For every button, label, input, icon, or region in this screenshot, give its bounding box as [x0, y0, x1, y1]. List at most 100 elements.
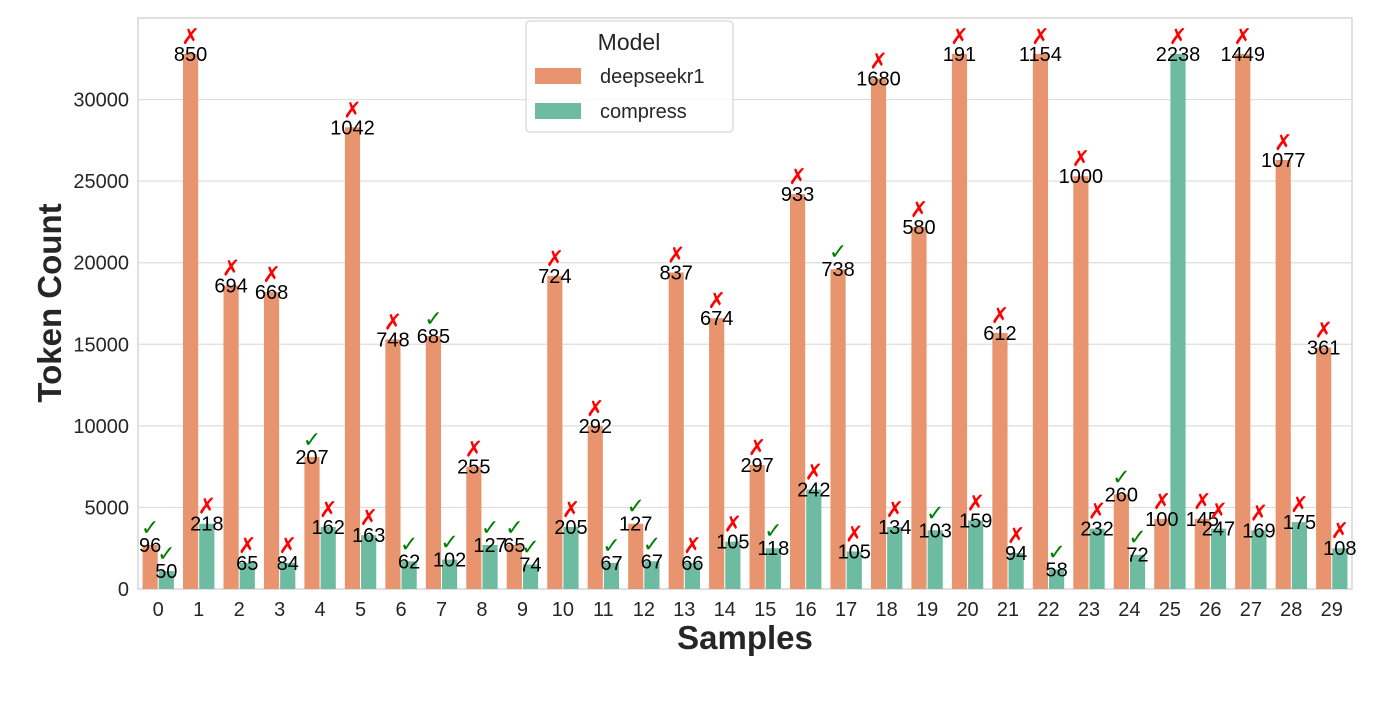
check-mark-compress-11: ✓	[602, 534, 620, 559]
data-label-compress-18: 134	[878, 517, 911, 539]
data-label-compress-15: 118	[757, 538, 789, 560]
legend-swatch-compress	[535, 103, 581, 119]
legend: Model deepseekr1 compress	[525, 20, 734, 133]
data-label-deepseekr1-16: 933	[781, 184, 814, 206]
x-tick-label: 21	[997, 599, 1019, 621]
cross-mark-compress-16: ✗	[805, 460, 823, 485]
bar-compress-17	[846, 551, 862, 589]
cross-mark-compress-18: ✗	[886, 498, 904, 523]
data-label-deepseekr1-21: 612	[983, 323, 1016, 345]
x-tick-label: 15	[754, 599, 776, 621]
x-tick-label: 14	[714, 599, 736, 621]
x-tick-label: 7	[436, 599, 447, 621]
bar-compress-10	[563, 527, 579, 589]
data-label-deepseekr1-23: 1000	[1059, 166, 1104, 188]
x-tick-label: 4	[315, 599, 326, 621]
cross-mark-deepseekr1-22: ✗	[1031, 25, 1049, 50]
bar-deepseekr1-24	[1113, 494, 1129, 589]
x-tick-label: 13	[673, 599, 695, 621]
x-tick-label: 3	[274, 599, 285, 621]
x-tick-label: 11	[593, 599, 614, 621]
cross-mark-deepseekr1-23: ✗	[1072, 147, 1090, 172]
x-tick-label: 22	[1037, 599, 1059, 621]
data-label-deepseekr1-29: 361	[1307, 338, 1340, 360]
data-label-deepseekr1-19: 580	[902, 217, 935, 239]
check-mark-compress-9: ✓	[521, 536, 539, 561]
check-mark-compress-15: ✓	[764, 519, 782, 544]
data-label-compress-17: 105	[838, 541, 871, 563]
legend-label-compress: compress	[600, 101, 687, 123]
bar-compress-27	[1251, 530, 1267, 589]
bar-compress-28	[1291, 522, 1307, 589]
data-label-compress-23: 232	[1080, 519, 1113, 541]
data-label-deepseekr1-6: 748	[376, 329, 409, 351]
bar-compress-26	[1210, 528, 1227, 589]
data-label-compress-9: 74	[519, 555, 541, 577]
data-label-compress-21: 94	[1005, 543, 1027, 565]
cross-mark-compress-20: ✗	[966, 491, 984, 516]
bar-compress-13	[684, 562, 700, 589]
cross-mark-deepseekr1-21: ✗	[991, 304, 1009, 329]
check-mark-deepseekr1-7: ✓	[424, 307, 442, 332]
data-label-compress-28: 175	[1283, 512, 1316, 534]
data-label-deepseekr1-1: 850	[174, 44, 207, 66]
cross-mark-compress-13: ✗	[683, 534, 701, 559]
cross-mark-deepseekr1-6: ✗	[384, 310, 402, 335]
bar-compress-4	[320, 527, 336, 589]
data-label-deepseekr1-10: 724	[538, 266, 571, 288]
bar-compress-23	[1089, 528, 1105, 589]
data-label-compress-27: 169	[1242, 520, 1275, 542]
data-label-compress-29: 108	[1323, 538, 1356, 560]
cross-mark-deepseekr1-25: ✗	[1153, 490, 1171, 515]
cross-mark-compress-25: ✗	[1169, 25, 1187, 50]
bar-compress-22	[1049, 569, 1065, 589]
x-tick-label: 5	[355, 599, 366, 621]
data-label-deepseekr1-25: 100	[1145, 509, 1178, 531]
cross-mark-deepseekr1-20: ✗	[950, 25, 968, 50]
bar-deepseekr1-1	[183, 53, 199, 590]
bar-compress-2	[239, 562, 255, 589]
data-label-deepseekr1-14: 674	[700, 308, 733, 330]
x-tick-label: 20	[956, 599, 978, 621]
bar-deepseekr1-5	[344, 127, 361, 589]
bar-compress-14	[725, 541, 741, 589]
bar-deepseekr1-23	[1073, 176, 1089, 589]
x-tick-label: 0	[153, 599, 164, 621]
check-mark-compress-12: ✓	[643, 532, 661, 557]
check-mark-compress-24: ✓	[1128, 526, 1146, 551]
data-label-compress-4: 162	[312, 517, 345, 539]
data-label-deepseekr1-18: 1680	[856, 68, 901, 90]
cross-mark-deepseekr1-1: ✗	[181, 25, 199, 50]
x-tick-label: 27	[1240, 599, 1262, 621]
cross-mark-deepseekr1-29: ✗	[1314, 319, 1332, 344]
data-label-deepseekr1-22: 1154	[1019, 44, 1062, 66]
bar-compress-3	[280, 562, 296, 589]
legend-label-deepseekr1: deepseekr1	[600, 66, 705, 88]
bar-compress-21	[1008, 553, 1024, 589]
data-label-deepseekr1-0: 96	[139, 535, 161, 557]
data-label-deepseekr1-4: 207	[295, 447, 328, 469]
cross-mark-compress-21: ✗	[1007, 524, 1025, 549]
check-mark-deepseekr1-12: ✓	[627, 495, 645, 520]
bar-compress-12	[644, 561, 660, 589]
check-mark-compress-0: ✓	[157, 542, 175, 567]
data-label-deepseekr1-28: 1077	[1261, 150, 1306, 172]
data-label-deepseekr1-12: 127	[619, 514, 652, 536]
x-tick-label: 19	[916, 599, 938, 621]
cross-mark-compress-28: ✗	[1290, 493, 1308, 518]
bar-deepseekr1-13	[668, 272, 684, 589]
cross-mark-deepseekr1-13: ✗	[667, 244, 685, 269]
data-label-deepseekr1-24: 260	[1105, 484, 1138, 506]
check-mark-compress-7: ✓	[440, 531, 458, 556]
x-axis-ticks: 0 1 2 3 4 5 6 7 8 9 10 11 12 13 14 15 16 17 18 19 20 21 22 23 24…	[153, 599, 1343, 621]
bar-compress-29	[1332, 548, 1348, 589]
bar-compress-11	[603, 562, 620, 589]
data-label-compress-1: 218	[190, 514, 223, 536]
data-label-deepseekr1-27: 1449	[1220, 44, 1265, 66]
check-mark-deepseekr1-0: ✓	[141, 516, 159, 541]
plot-area	[137, 17, 1353, 590]
cross-mark-deepseekr1-15: ✗	[748, 436, 766, 461]
data-label-deepseekr1-26: 145	[1186, 509, 1219, 531]
check-mark-deepseekr1-17: ✓	[829, 240, 847, 265]
x-tick-label: 18	[876, 599, 898, 621]
